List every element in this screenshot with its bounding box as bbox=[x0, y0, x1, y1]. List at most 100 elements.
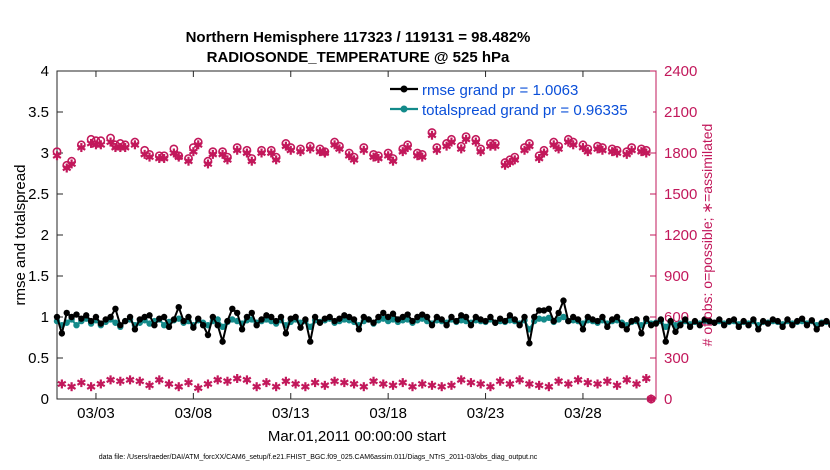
rmse-point bbox=[798, 315, 806, 322]
obs-low-assimilated-point bbox=[106, 375, 116, 385]
obs-assimilated-point-stroke bbox=[222, 156, 232, 164]
obs-low-assimilated-point bbox=[612, 380, 622, 390]
rmse-point bbox=[711, 319, 718, 326]
y-tick-label: 1.5 bbox=[28, 268, 49, 285]
legend-spread-label: totalspread grand pr = 0.96335 bbox=[422, 102, 628, 119]
rmse-point bbox=[370, 319, 377, 326]
obs-assimilated-point bbox=[281, 141, 291, 151]
obs-low-assimilated-point bbox=[57, 379, 67, 389]
rmse-point bbox=[331, 317, 338, 325]
plot-area bbox=[56, 70, 657, 400]
obs-assimilated-point bbox=[622, 149, 632, 159]
rmse-point bbox=[433, 313, 441, 321]
obs-low-assimilated-point bbox=[524, 379, 534, 389]
obs-low-assimilated-point-stroke bbox=[193, 384, 203, 392]
rmse-point bbox=[360, 313, 368, 321]
rmse-point bbox=[263, 312, 270, 319]
rmse-point bbox=[419, 311, 426, 318]
obs-assimilated-point bbox=[145, 152, 154, 162]
obs-assimilated-point-stroke bbox=[524, 142, 534, 150]
obs-low-assimilated-point-stroke bbox=[524, 380, 534, 388]
totalspread-point bbox=[229, 316, 236, 323]
obs-low-assimilated-point bbox=[554, 376, 564, 386]
y-tick-label: 2.5 bbox=[28, 186, 49, 203]
obs-assimilated-point-stroke bbox=[106, 138, 116, 146]
obs-low-assimilated-point bbox=[213, 375, 223, 385]
obs-assimilated-point-stroke bbox=[218, 151, 228, 158]
obs-assimilated-point-stroke bbox=[641, 149, 651, 157]
x-axis: 03/03 03/08 03/13 03/18 03/23 03/28 bbox=[77, 71, 602, 422]
x-tick-label: 03/03 bbox=[77, 405, 115, 422]
obs-assimilated-point-stroke bbox=[344, 152, 354, 159]
obs-low-assimilated-point bbox=[125, 375, 135, 385]
obs-low-assimilated-point bbox=[232, 374, 242, 383]
obs-low-assimilated-point-stroke bbox=[612, 382, 622, 389]
obs-low-assimilated-point bbox=[271, 382, 281, 392]
obs-low-assimilated-point bbox=[67, 382, 77, 392]
obs-low-assimilated-point bbox=[76, 378, 86, 388]
obs-low-assimilated-point-stroke bbox=[388, 382, 398, 389]
obs-low-assimilated-point-stroke bbox=[495, 378, 505, 385]
x-tick-label: 03/08 bbox=[175, 405, 213, 422]
obs-assimilated-point-stroke bbox=[417, 153, 427, 161]
rmse-point bbox=[823, 317, 830, 325]
rmse-point bbox=[302, 316, 309, 323]
rmse-point bbox=[428, 322, 436, 329]
rmse-point bbox=[394, 316, 402, 323]
obs-low-assimilated-point-stroke bbox=[154, 376, 164, 384]
obs-low-assimilated-point-stroke bbox=[145, 382, 154, 389]
rmse-point bbox=[121, 317, 129, 325]
rmse-point bbox=[570, 313, 577, 321]
rmse-point bbox=[423, 313, 431, 321]
obs-low-assimilated-point bbox=[115, 376, 125, 386]
obs-low-assimilated-point bbox=[456, 375, 466, 385]
obs-assimilated-point bbox=[193, 140, 203, 150]
obs-assimilated-point bbox=[583, 147, 593, 157]
rmse-point bbox=[623, 326, 630, 333]
obs-low-assimilated-point-stroke bbox=[349, 380, 359, 388]
obs-assimilated-point bbox=[305, 144, 315, 154]
rmse-point bbox=[613, 313, 621, 321]
rmse-point bbox=[224, 317, 231, 325]
obs-low-assimilated-point bbox=[203, 379, 213, 389]
rmse-point bbox=[58, 330, 66, 337]
obs-low-assimilated-point bbox=[281, 376, 291, 386]
rmse-point bbox=[102, 316, 109, 323]
obs-low-assimilated-point-stroke bbox=[203, 380, 213, 388]
obs-low-assimilated-point bbox=[641, 374, 651, 383]
chart-subtitle: RADIOSONDE_TEMPERATURE @ 525 hPa bbox=[207, 49, 510, 66]
obs-low-assimilated-point bbox=[164, 379, 174, 389]
rmse-point bbox=[297, 324, 304, 331]
totalspread-point bbox=[219, 323, 226, 331]
obs-low-assimilated-point-stroke bbox=[281, 378, 291, 385]
rmse-point bbox=[545, 305, 553, 312]
rmse-point bbox=[565, 317, 572, 325]
obs-assimilated-point-stroke bbox=[593, 145, 603, 153]
obs-low-assimilated-point-stroke bbox=[447, 382, 456, 389]
obs-assimilated-point-stroke bbox=[456, 145, 466, 153]
y-right-tick-label: 2100 bbox=[664, 104, 697, 121]
obs-low-assimilated-point-stroke bbox=[135, 378, 145, 385]
obs-low-assimilated-point bbox=[96, 379, 106, 389]
rmse-point bbox=[667, 317, 674, 325]
obs-low-assimilated-point bbox=[261, 378, 271, 388]
obs-low-assimilated-point-stroke bbox=[213, 376, 223, 384]
rmse-point bbox=[146, 312, 153, 319]
obs-low-assimilated-point bbox=[154, 375, 164, 385]
obs-assimilated-point-stroke bbox=[120, 144, 130, 151]
obs-low-assimilated-point bbox=[320, 380, 330, 390]
y-right-tick-label: 300 bbox=[664, 350, 689, 367]
obs-assimilated-point-stroke bbox=[145, 153, 154, 161]
y-tick-label: 4 bbox=[41, 63, 49, 80]
obs-assimilated-point bbox=[383, 151, 393, 161]
obs-low-assimilated-point bbox=[242, 375, 252, 385]
obs-assimilated-point-stroke bbox=[271, 156, 281, 164]
rmse-point bbox=[180, 317, 187, 325]
rmse-point bbox=[345, 313, 353, 321]
rmse-point bbox=[287, 315, 294, 322]
totalspread-point bbox=[662, 323, 669, 331]
obs-low-assimilated-point-stroke bbox=[515, 376, 525, 384]
rmse-point bbox=[677, 322, 684, 329]
rmse-point bbox=[63, 309, 70, 317]
rmse-point bbox=[540, 307, 548, 314]
